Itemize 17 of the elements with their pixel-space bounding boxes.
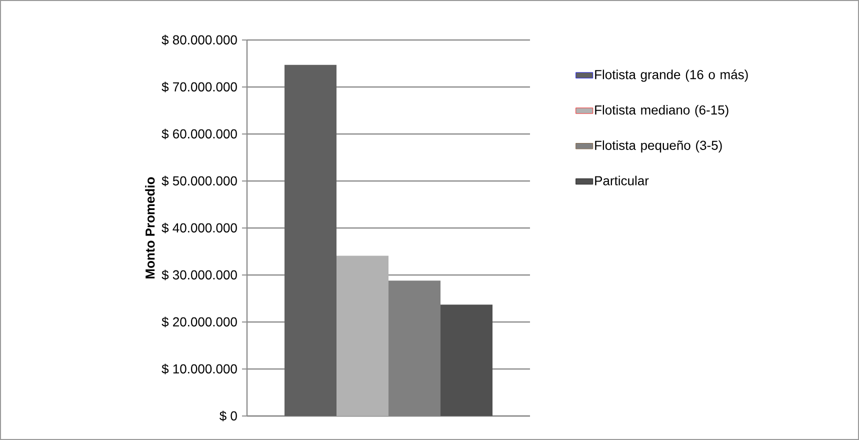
y-tick-label: $ 30.000.000 xyxy=(162,270,237,280)
y-tick-label: $ 40.000.000 xyxy=(162,222,237,234)
y-tick-label: $ 0 xyxy=(220,410,237,422)
y-tick-label: $ 70.000.000 xyxy=(162,82,237,92)
legend-label: Particular xyxy=(595,176,649,186)
y-tick-label: $ 60.000.000 xyxy=(162,128,237,140)
bar xyxy=(336,256,389,416)
y-tick-label: $ 50.000.000 xyxy=(162,176,237,186)
bar xyxy=(440,304,493,416)
bar xyxy=(284,64,336,416)
y-axis-title: Monto Promedio xyxy=(145,177,155,278)
y-tick-label: $ 10.000.000 xyxy=(162,364,237,374)
legend-label: Flotista pequeño (3-5) xyxy=(595,140,722,153)
y-tick-label: $ 80.000.000 xyxy=(162,34,237,46)
y-tick-label: $ 20.000.000 xyxy=(162,316,237,328)
legend-label: Flotista mediano (6-15) xyxy=(595,105,728,118)
legend-label: Flotista grande (16 o más) xyxy=(595,70,748,82)
